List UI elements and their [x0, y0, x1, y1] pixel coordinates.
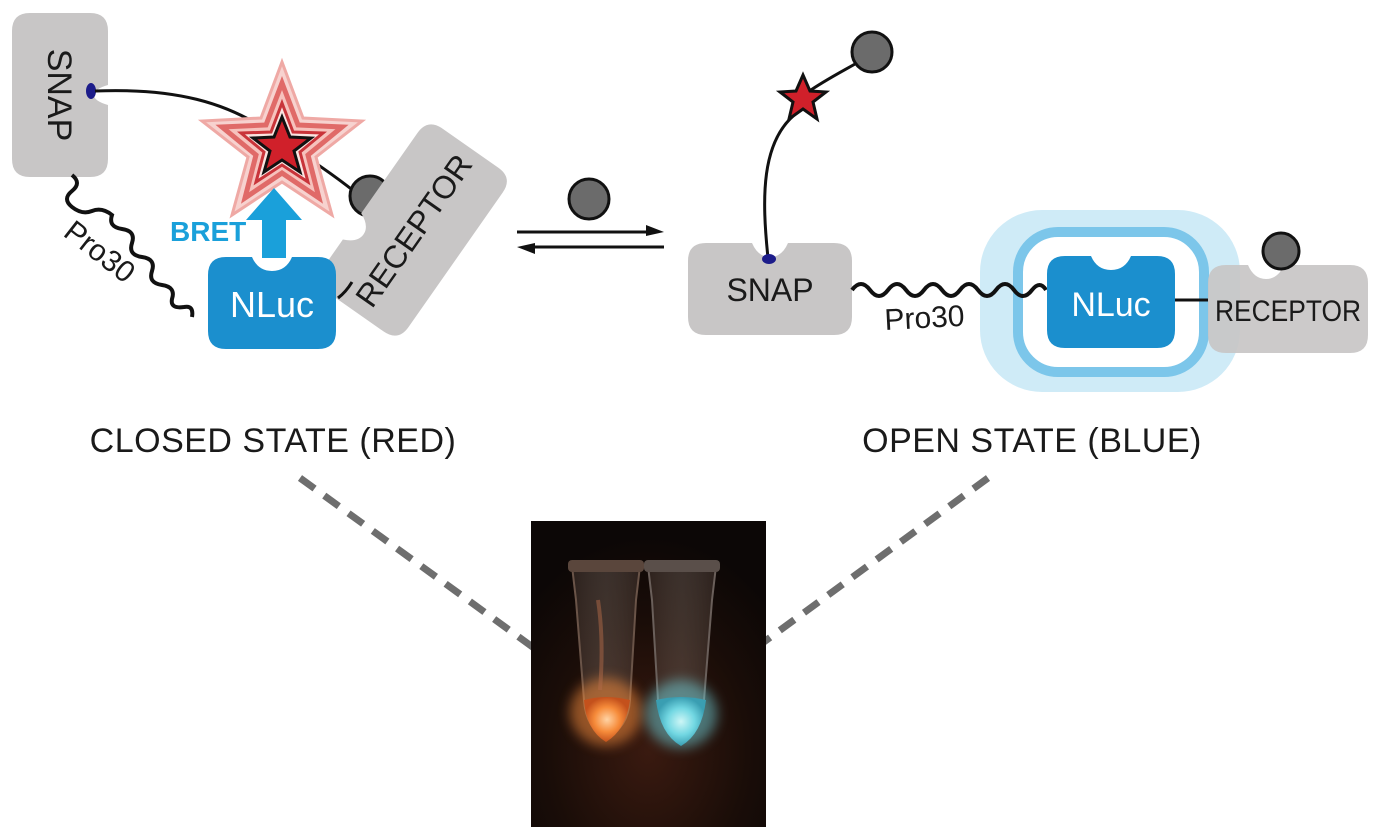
open-receptor-ligand-circle-icon: [1261, 231, 1301, 271]
tubes-photo: [531, 521, 766, 827]
open-nluc-protein: NLuc: [1047, 256, 1175, 348]
bret-label: BRET: [170, 216, 246, 247]
open-state-diagram: SNAP Pro30 NLuc RECEPTOR: [688, 30, 1368, 392]
closed-nluc-label: NLuc: [230, 284, 314, 325]
open-state-caption: OPEN STATE (BLUE): [862, 422, 1202, 460]
open-snap-binding-site: [762, 254, 776, 264]
open-nluc-label: NLuc: [1071, 286, 1150, 324]
equilibrium-arrows-icon: [517, 225, 664, 254]
bret-arrow-icon: [246, 188, 302, 258]
closed-snap-label: SNAP: [40, 49, 78, 142]
closed-state-diagram: SNAP Pro30 RECEPTOR NLuc: [12, 13, 507, 349]
closed-pro30-linker: [65, 173, 195, 318]
closed-receptor-protein: RECEPTOR: [319, 124, 507, 336]
open-star-icon: [775, 71, 831, 123]
free-ligand-circle-icon: [567, 177, 611, 221]
open-snap-protein: SNAP: [688, 243, 852, 335]
open-receptor-label: RECEPTOR: [1215, 295, 1361, 328]
open-pro30-linker: [850, 282, 1048, 298]
closed-snap-binding-site: [86, 83, 96, 99]
open-snap-label: SNAP: [726, 272, 813, 308]
cyan-tube: [644, 560, 720, 748]
equilibrium-group: [517, 177, 664, 254]
open-ligand-circle-icon: [850, 30, 894, 74]
open-receptor-protein: RECEPTOR: [1208, 265, 1368, 353]
closed-nluc-protein: NLuc: [208, 257, 336, 349]
open-tether-line: [763, 58, 863, 259]
closed-star-icon: [248, 112, 316, 176]
open-linker-label: Pro30: [884, 300, 966, 337]
closed-linker-label: Pro30: [58, 215, 141, 290]
orange-tube: [568, 560, 644, 746]
closed-nluc-receptor-connector: [337, 281, 354, 300]
closed-snap-protein: SNAP: [12, 13, 108, 177]
closed-state-caption: CLOSED STATE (RED): [90, 422, 457, 460]
